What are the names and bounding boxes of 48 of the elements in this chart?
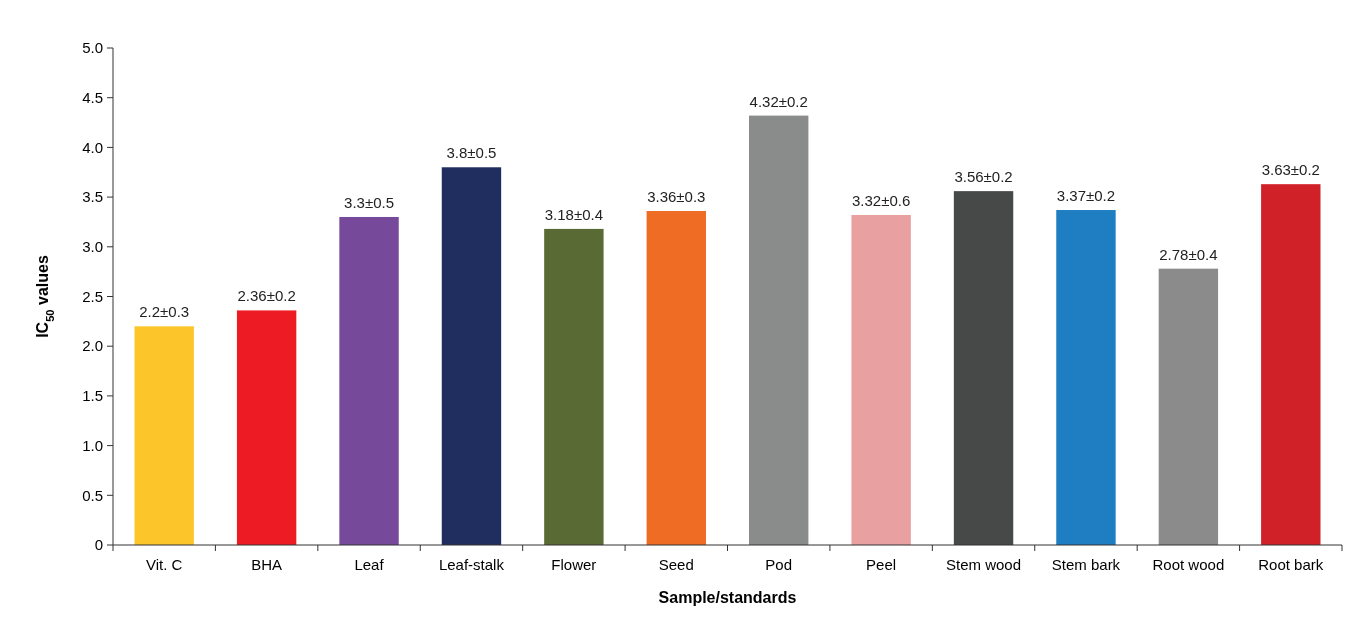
bar (1056, 210, 1116, 545)
y-tick-label: 1.5 (82, 387, 103, 405)
x-tick-label: Root bark (1258, 556, 1324, 573)
data-label: 3.18±0.4 (544, 205, 604, 223)
data-label: 4.32±0.2 (749, 92, 808, 110)
x-tick-label: Leaf-stalk (438, 556, 505, 573)
x-tick-label: Stem bark (1051, 556, 1121, 573)
y-tick-label: 4.5 (82, 88, 103, 106)
y-tick-label: 5.0 (82, 39, 103, 57)
data-label: 2.78±0.4 (1159, 245, 1218, 263)
bar (953, 191, 1014, 545)
data-label: 3.36±0.3 (647, 188, 706, 206)
data-label: 3.37±0.2 (1056, 187, 1116, 205)
x-axis-title: Sample/standards (658, 589, 797, 606)
y-tick-label: 2.5 (82, 287, 103, 305)
x-tick-label: Pod (765, 556, 793, 573)
x-tick-label: Peel (866, 556, 897, 573)
bar (441, 167, 502, 545)
bar (134, 326, 194, 545)
y-tick-label: 3.5 (82, 188, 103, 206)
bar (236, 310, 297, 545)
bar (851, 214, 911, 545)
x-tick-label: Stem wood (946, 556, 1022, 573)
y-tick-label: 0.5 (82, 486, 103, 504)
bar (1158, 268, 1219, 545)
y-tick-label: 3.0 (82, 238, 103, 256)
bar (544, 228, 604, 545)
x-tick-label: Leaf (354, 556, 385, 573)
x-tick-label: Seed (658, 556, 694, 573)
x-tick-label: Flower (551, 556, 597, 573)
bar (749, 115, 809, 545)
data-label: 3.56±0.2 (954, 168, 1013, 186)
x-tick-label: BHA (251, 556, 283, 573)
y-tick-label: 1.0 (82, 436, 103, 454)
bar (1261, 184, 1321, 545)
bar (339, 216, 399, 545)
data-label: 2.2±0.3 (139, 303, 190, 321)
bar (646, 211, 706, 545)
y-tick-label: 4.0 (82, 138, 103, 156)
data-label: 3.8±0.5 (446, 144, 497, 162)
y-tick-label: 2.0 (82, 337, 103, 355)
x-tick-label: Root wood (1152, 556, 1225, 573)
data-label: 2.36±0.2 (237, 287, 296, 305)
data-label: 3.3±0.5 (344, 193, 395, 211)
y-tick-label: 0 (94, 536, 103, 554)
data-label: 3.32±0.6 (851, 191, 911, 209)
x-tick-label: Vit. C (146, 556, 183, 573)
data-label: 3.63±0.2 (1261, 161, 1320, 179)
